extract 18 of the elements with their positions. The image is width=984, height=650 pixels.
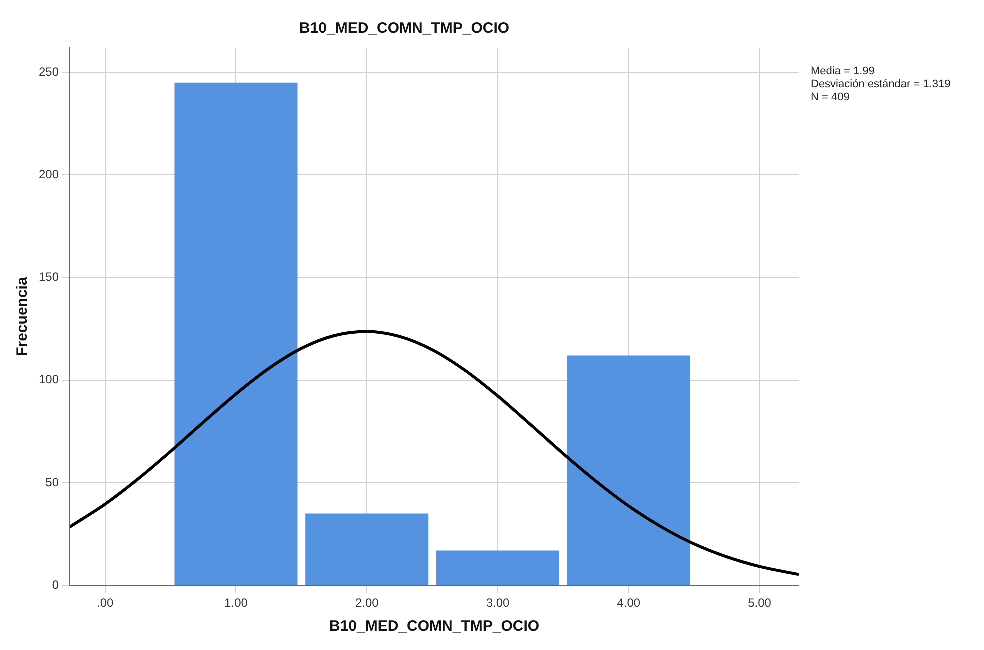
- y-tick-label: 200: [38, 168, 60, 182]
- y-axis-title: Frecuencia: [14, 276, 32, 356]
- y-tick-label: 100: [38, 372, 60, 387]
- chart-title: B10_MED_COMN_TMP_OCIO: [299, 20, 510, 38]
- x-tick-label: 4.00: [617, 596, 641, 610]
- x-tick-label: 3.00: [486, 596, 510, 610]
- y-tick-label: 250: [38, 64, 60, 79]
- y-tick-label: 0: [52, 578, 60, 592]
- y-tick-label: 50: [46, 475, 60, 490]
- text: Desviación estándar = 1.319: [811, 78, 951, 91]
- x-tick-label: 2.00: [355, 596, 380, 610]
- text: Media = 1.99: [811, 66, 875, 78]
- y-tick-label: 150: [38, 270, 60, 284]
- x-tick-label: 1.00: [224, 596, 248, 610]
- x-tick-label: .00: [97, 596, 114, 610]
- text: N = 409: [811, 92, 850, 104]
- x-tick-label: 5.00: [748, 596, 772, 610]
- x-axis-title: B10_MED_COMN_TMP_OCIO: [329, 618, 540, 636]
